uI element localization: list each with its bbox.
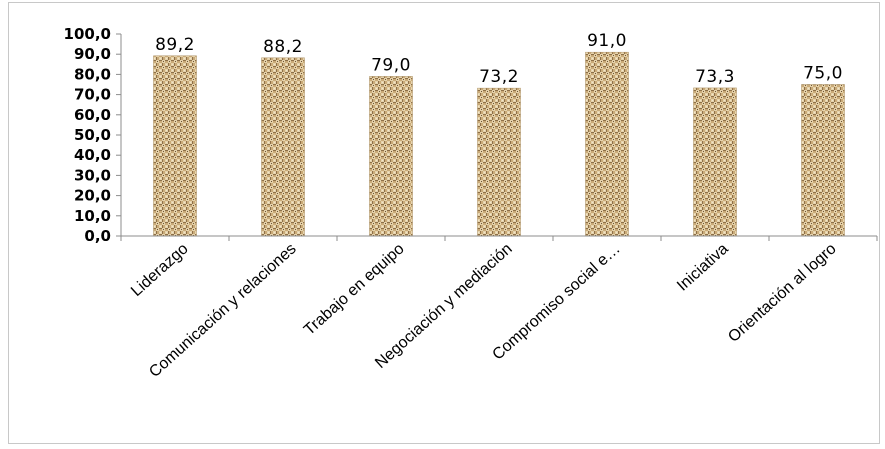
y-tick-label: 40,0 [74, 146, 111, 164]
y-tick-label: 0,0 [84, 227, 111, 245]
y-tick-label: 50,0 [74, 126, 111, 144]
bar [153, 55, 197, 237]
x-tick-label: Compromiso social e… [489, 240, 623, 363]
bar [801, 84, 845, 237]
x-tick-label: Liderazgo [128, 240, 192, 300]
y-axis: 0,0 10,0 20,0 30,0 40,0 50,0 60,0 70,0 80,0 90,0 1… [64, 25, 122, 245]
y-tick-label: 100,0 [64, 25, 111, 43]
x-tick-label: Orientación al logro [725, 240, 840, 346]
y-tick-label: 90,0 [74, 45, 111, 63]
y-tick-label: 70,0 [74, 86, 111, 104]
y-tick-label: 10,0 [74, 207, 111, 225]
y-tick-label: 20,0 [74, 187, 111, 205]
bar [261, 57, 305, 237]
data-label: 75,0 [803, 64, 843, 84]
y-tick-label: 60,0 [74, 106, 111, 124]
y-tick-label: 80,0 [74, 65, 111, 83]
chart-frame: 0,0 10,0 20,0 30,0 40,0 50,0 60,0 70,0 80,0 90,0 1… [8, 2, 880, 444]
bar [693, 87, 737, 237]
data-label: 73,3 [695, 67, 735, 87]
data-label: 79,0 [371, 55, 411, 75]
data-label: 88,2 [263, 37, 303, 57]
bar [477, 87, 521, 237]
bar [369, 76, 413, 237]
y-tick-label: 30,0 [74, 166, 111, 184]
bar [585, 51, 629, 237]
data-label: 73,2 [479, 67, 519, 87]
bars: 89,2 88,2 79,0 73,2 91,0 73,3 75,0 [153, 31, 845, 237]
bar-chart: 0,0 10,0 20,0 30,0 40,0 50,0 60,0 70,0 80,0 90,0 1… [64, 25, 878, 381]
x-tick-label: Iniciativa [674, 240, 732, 294]
data-label: 91,0 [587, 31, 627, 51]
x-tick-label: Trabajo en equipo [301, 240, 408, 339]
data-label: 89,2 [155, 35, 195, 55]
